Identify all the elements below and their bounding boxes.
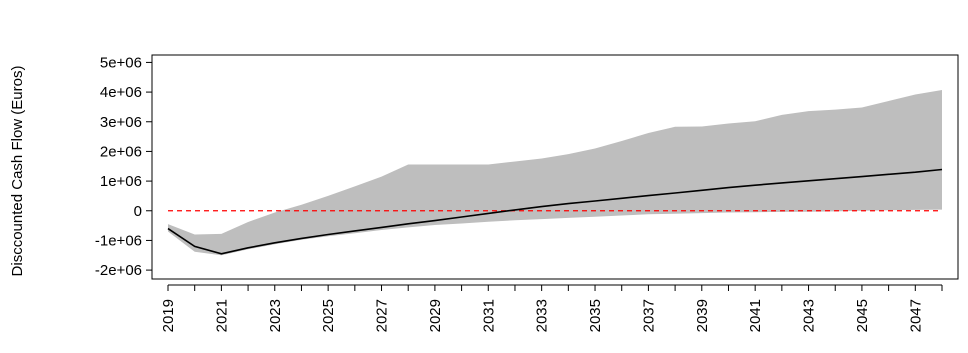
- confidence-band: [168, 90, 942, 256]
- x-tick-label: 2031: [480, 299, 497, 332]
- x-tick-label: 2043: [801, 299, 818, 332]
- x-tick-label: 2037: [640, 299, 657, 332]
- x-tick-label: 2027: [374, 299, 391, 332]
- y-tick-label: 4e+06: [100, 84, 142, 101]
- x-tick-label: 2033: [534, 299, 551, 332]
- x-tick-label: 2021: [213, 299, 230, 332]
- y-tick-label: 0: [134, 203, 142, 220]
- x-tick-label: 2023: [267, 299, 284, 332]
- x-tick-label: 2019: [160, 299, 177, 332]
- y-tick-label: -1e+06: [95, 232, 142, 249]
- x-tick-label: 2035: [587, 299, 604, 332]
- y-axis-title: Disccounted Cash Flow (Euros): [9, 66, 26, 277]
- median-line: [167, 168, 943, 255]
- y-tick-label: 5e+06: [100, 54, 142, 71]
- y-tick-label: -2e+06: [95, 262, 142, 279]
- x-tick-label: 2025: [320, 299, 337, 332]
- y-axis: -2e+06 -1e+06 0 1e+06 2e+06 3e+06 4e+06 5e+06: [95, 54, 153, 279]
- x-tick-label: 2045: [854, 299, 871, 332]
- y-tick-label: 1e+06: [100, 173, 142, 190]
- median-line-layer: [167, 168, 943, 255]
- x-tick-label: 2029: [427, 299, 444, 332]
- x-tick-label: 2041: [747, 299, 764, 332]
- confidence-band-layer: [168, 90, 942, 256]
- x-axis: 2019 2021 2023 2025 2027 2029 2031 2033 2035 2037…: [160, 284, 943, 332]
- y-tick-label: 2e+06: [100, 143, 142, 160]
- y-tick-label: 3e+06: [100, 114, 142, 131]
- x-tick-label: 2039: [694, 299, 711, 332]
- x-tick-label: 2047: [907, 299, 924, 332]
